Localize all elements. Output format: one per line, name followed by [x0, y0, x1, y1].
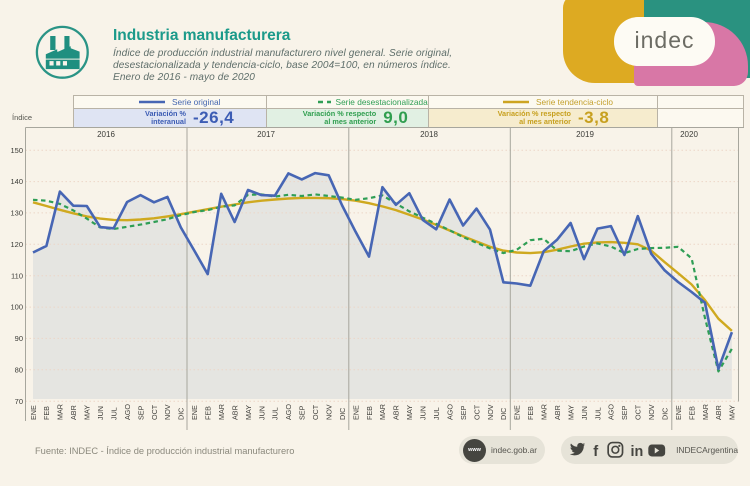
svg-text:FEB: FEB	[687, 406, 696, 420]
svg-text:MAY: MAY	[728, 405, 737, 420]
svg-text:SEP: SEP	[298, 405, 307, 420]
svg-text:AGO: AGO	[445, 404, 454, 420]
svg-text:ENE: ENE	[674, 405, 683, 420]
svg-text:2016: 2016	[97, 130, 115, 139]
svg-text:FEB: FEB	[526, 406, 535, 420]
svg-text:MAY: MAY	[244, 405, 253, 420]
svg-text:ABR: ABR	[714, 405, 723, 420]
svg-text:DIC: DIC	[499, 408, 508, 420]
svg-text:130: 130	[10, 209, 23, 218]
svg-text:AGO: AGO	[284, 404, 293, 420]
svg-text:ENE: ENE	[351, 405, 360, 420]
svg-text:ENE: ENE	[190, 405, 199, 420]
svg-text:FEB: FEB	[365, 406, 374, 420]
svg-text:110: 110	[11, 271, 23, 280]
svg-text:JUL: JUL	[593, 407, 602, 420]
svg-text:JUN: JUN	[580, 406, 589, 420]
svg-text:JUN: JUN	[419, 406, 428, 420]
svg-text:OCT: OCT	[472, 404, 481, 420]
svg-text:NOV: NOV	[486, 404, 495, 420]
svg-text:MAY: MAY	[566, 405, 575, 420]
svg-text:MAY: MAY	[83, 405, 92, 420]
svg-text:FEB: FEB	[42, 406, 51, 420]
svg-text:2018: 2018	[420, 130, 438, 139]
svg-text:MAR: MAR	[378, 404, 387, 420]
svg-text:AGO: AGO	[123, 404, 132, 420]
svg-text:MAR: MAR	[217, 404, 226, 420]
svg-text:2019: 2019	[576, 130, 594, 139]
svg-text:DIC: DIC	[177, 408, 186, 420]
svg-text:DIC: DIC	[661, 408, 670, 420]
svg-text:SEP: SEP	[459, 405, 468, 420]
svg-text:ABR: ABR	[230, 405, 239, 420]
svg-text:MAY: MAY	[405, 405, 414, 420]
svg-text:MAR: MAR	[56, 404, 65, 420]
svg-text:OCT: OCT	[150, 404, 159, 420]
svg-text:NOV: NOV	[163, 404, 172, 420]
svg-text:DIC: DIC	[338, 408, 347, 420]
svg-text:ABR: ABR	[392, 405, 401, 420]
svg-text:JUL: JUL	[109, 407, 118, 420]
svg-text:AGO: AGO	[607, 404, 616, 420]
svg-text:NOV: NOV	[325, 404, 334, 420]
svg-text:MAR: MAR	[540, 404, 549, 420]
svg-text:OCT: OCT	[311, 404, 320, 420]
svg-text:JUL: JUL	[432, 407, 441, 420]
svg-text:MAR: MAR	[701, 404, 710, 420]
svg-text:ENE: ENE	[29, 405, 38, 420]
svg-text:150: 150	[10, 146, 23, 155]
svg-text:SEP: SEP	[620, 405, 629, 420]
svg-text:ENE: ENE	[513, 405, 522, 420]
svg-text:in: in	[630, 444, 643, 460]
svg-text:NOV: NOV	[647, 404, 656, 420]
svg-text:FEB: FEB	[204, 406, 213, 420]
svg-text:JUL: JUL	[271, 407, 280, 420]
svg-text:2020: 2020	[680, 130, 698, 139]
svg-text:120: 120	[10, 240, 23, 249]
svg-text:ABR: ABR	[553, 405, 562, 420]
svg-text:2017: 2017	[257, 130, 275, 139]
svg-text:90: 90	[15, 334, 23, 343]
svg-text:OCT: OCT	[634, 404, 643, 420]
svg-text:70: 70	[15, 397, 23, 406]
svg-text:JUN: JUN	[96, 406, 105, 420]
svg-text:100: 100	[10, 303, 23, 312]
svg-text:JUN: JUN	[257, 406, 266, 420]
svg-text:SEP: SEP	[136, 405, 145, 420]
svg-text:80: 80	[15, 365, 23, 374]
svg-text:140: 140	[10, 177, 23, 186]
svg-text:ABR: ABR	[69, 405, 78, 420]
svg-text:f: f	[593, 444, 598, 460]
